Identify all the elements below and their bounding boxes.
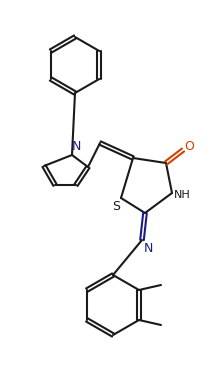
Text: NH: NH (174, 190, 190, 200)
Text: N: N (143, 241, 153, 255)
Text: N: N (71, 140, 81, 154)
Text: S: S (112, 200, 120, 213)
Text: O: O (184, 140, 194, 152)
